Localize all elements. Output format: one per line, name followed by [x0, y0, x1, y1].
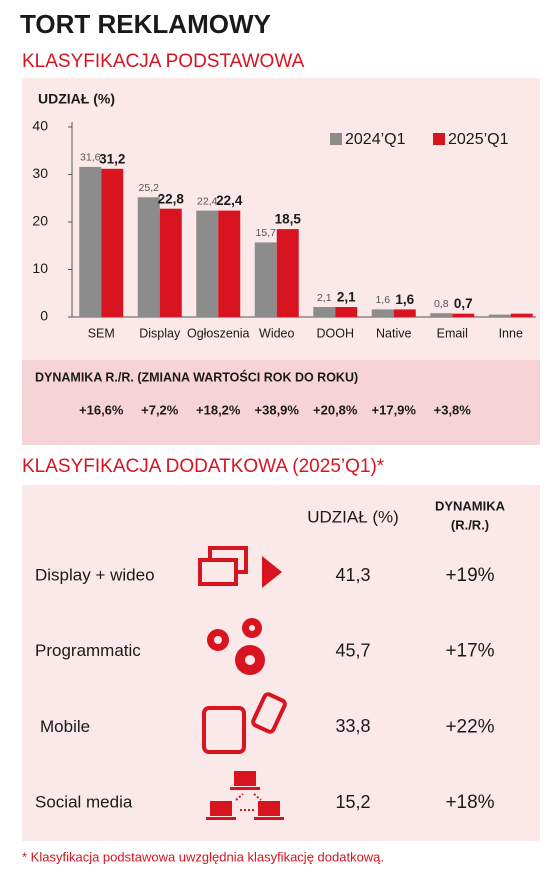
bar: [335, 307, 358, 317]
legend-label: 2024’Q1: [345, 131, 406, 148]
bar: [276, 229, 299, 317]
bar: [79, 166, 102, 317]
dynamics-value: +17%: [445, 641, 494, 662]
row-label: Programmatic: [35, 641, 141, 660]
x-tick-label: Ogłoszenia: [187, 326, 250, 340]
bar: [218, 210, 241, 317]
dynamics-value: +19%: [445, 565, 494, 586]
x-tick-label: DOOH: [317, 326, 355, 340]
column-header: (R./R.): [451, 517, 489, 532]
icon-programmatic: [207, 618, 265, 675]
y-tick-label: 20: [32, 213, 48, 229]
data-label: 15,7: [256, 227, 277, 239]
legend-label: 2025’Q1: [448, 131, 509, 148]
row-label: Social media: [35, 793, 133, 812]
data-label: 0,8: [434, 298, 449, 310]
x-tick-label: Wideo: [259, 326, 294, 340]
row-label: Display + wideo: [35, 565, 155, 584]
data-label: 22,8: [158, 191, 185, 206]
y-tick-label: 0: [40, 308, 48, 324]
column-header: DYNAMIKA: [435, 498, 506, 513]
share-value: 15,2: [335, 792, 370, 812]
x-tick-label: Display: [139, 326, 181, 340]
dynamics-value: +22%: [445, 716, 494, 737]
dynamics-value: +38,9%: [255, 402, 300, 417]
footnote: * Klasyfikacja podstawowa uwzględnia kla…: [22, 849, 384, 864]
y-tick-label: 10: [32, 260, 48, 276]
data-label: 25,2: [139, 182, 160, 194]
icon-display-video: [198, 546, 282, 588]
column-header: UDZIAŁ (%): [307, 507, 399, 526]
data-label: 22,4: [216, 193, 243, 208]
section-title: KLASYFIKACJA DODATKOWA (2025’Q1)*: [22, 456, 385, 477]
bar: [430, 313, 453, 317]
data-label: 18,5: [275, 212, 302, 227]
data-label: 31,6: [80, 152, 101, 164]
legend-swatch: [330, 133, 342, 145]
data-label: 31,2: [99, 151, 125, 166]
bar: [510, 313, 533, 317]
dynamics-value: +16,6%: [79, 402, 124, 417]
bar: [137, 197, 160, 317]
share-value: 41,3: [335, 565, 370, 585]
row-label: Mobile: [40, 717, 90, 736]
bar: [393, 309, 416, 317]
bar: [488, 314, 511, 317]
data-label: 2,1: [317, 292, 332, 304]
x-tick-label: Inne: [499, 326, 523, 340]
data-label: 2,1: [337, 290, 356, 305]
legend-swatch: [433, 133, 445, 145]
table-panel: [22, 485, 540, 841]
data-label: 0,7: [454, 296, 473, 311]
data-label: 1,6: [395, 292, 414, 307]
dynamics-value: +3,8%: [434, 402, 472, 417]
bar: [254, 242, 277, 317]
data-label: 22,4: [197, 195, 218, 207]
icon-social-media: [206, 771, 284, 820]
section-title: KLASYFIKACJA PODSTAWOWA: [22, 51, 305, 72]
page-title: TORT REKLAMOWY: [20, 9, 271, 39]
x-tick-label: Native: [376, 326, 411, 340]
bar: [196, 210, 219, 317]
bar: [101, 168, 124, 317]
bar: [313, 307, 336, 317]
dynamics-value: +7,2%: [141, 402, 179, 417]
bar: [371, 309, 394, 317]
share-value: 45,7: [335, 640, 370, 660]
bar: [159, 208, 182, 317]
y-axis-label: UDZIAŁ (%): [38, 91, 115, 107]
share-value: 33,8: [335, 716, 370, 736]
icon-mobile: [202, 692, 287, 754]
dynamics-value: +18%: [445, 792, 494, 813]
y-tick-label: 30: [32, 165, 48, 181]
x-tick-label: SEM: [88, 326, 115, 340]
x-tick-label: Email: [437, 326, 468, 340]
bar: [452, 313, 475, 317]
dynamics-value: +17,9%: [372, 402, 417, 417]
dynamics-value: +20,8%: [313, 402, 358, 417]
dynamics-panel: [22, 360, 540, 445]
dynamics-value: +18,2%: [196, 402, 241, 417]
data-label: 1,6: [375, 294, 390, 306]
dynamics-label: DYNAMIKA R./R. (ZMIANA WARTOŚCI ROK DO R…: [35, 369, 358, 384]
y-tick-label: 40: [32, 118, 48, 134]
